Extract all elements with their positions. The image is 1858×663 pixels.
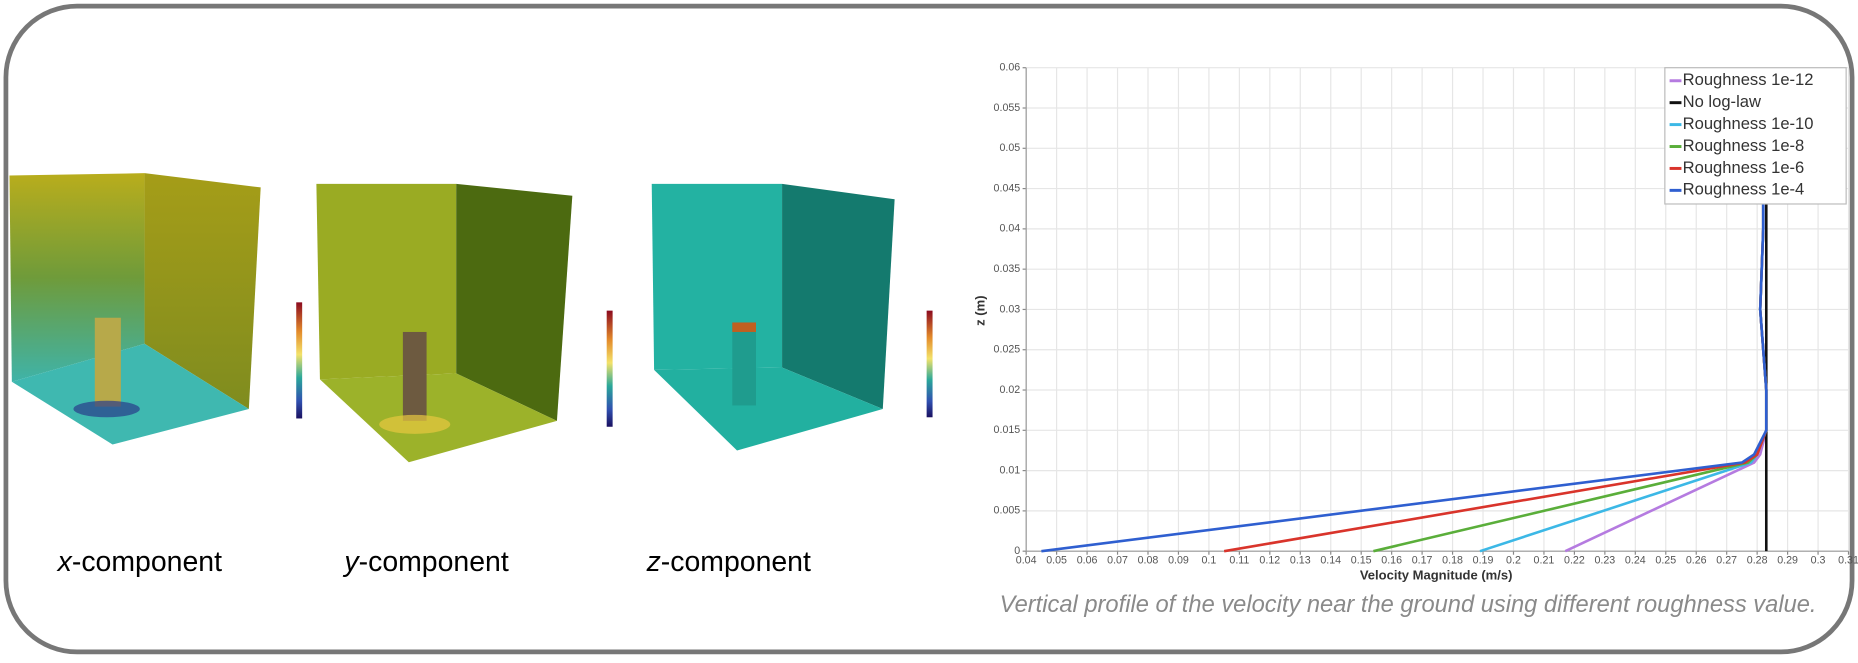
y-tick-label: 0.06: [999, 62, 1020, 74]
x-tick-label: 0.05: [1046, 554, 1067, 566]
x-tick-label: 0.22: [1564, 554, 1585, 566]
colorbar: [296, 302, 302, 418]
x-tick-label: 0.08: [1138, 554, 1159, 566]
y-tick-label: 0.055: [994, 102, 1021, 114]
x-tick-label: 0.15: [1351, 554, 1372, 566]
y-tick-label: 0.035: [994, 263, 1021, 275]
x-tick-label: 0.26: [1686, 554, 1707, 566]
panel-suffix: -component: [72, 546, 222, 578]
x-tick-label: 0.31: [1838, 554, 1858, 566]
x-tick-label: 0.19: [1473, 554, 1494, 566]
y-tick-label: 0.025: [994, 344, 1021, 356]
page: {"panels": [ {"var": "x", "suffix": "-co…: [0, 0, 1858, 663]
y-tick-label: 0.02: [999, 384, 1020, 396]
x-tick-label: 0.2: [1506, 554, 1521, 566]
slide: x-component y-component z-component Vert…: [0, 0, 1858, 658]
x-tick-label: 0.29: [1777, 554, 1798, 566]
x-tick-label: 0.3: [1811, 554, 1826, 566]
x-tick-label: 0.09: [1168, 554, 1189, 566]
x-tick-label: 0.24: [1625, 554, 1646, 566]
x-tick-label: 0.07: [1107, 554, 1128, 566]
x-tick-label: 0.04: [1016, 554, 1037, 566]
x-tick-label: 0.27: [1716, 554, 1737, 566]
x-tick-label: 0.14: [1320, 554, 1341, 566]
legend-label: No log-law: [1683, 92, 1762, 111]
panel-suffix: -component: [661, 546, 811, 578]
x-tick-label: 0.11: [1229, 554, 1249, 566]
y-tick-label: 0.01: [999, 464, 1020, 476]
legend-label: Roughness 1e-10: [1683, 114, 1814, 133]
colorbar: [927, 311, 933, 418]
panel-var: z: [646, 546, 661, 578]
x-tick-label: 0.28: [1747, 554, 1768, 566]
y-tick-label: 0.005: [994, 505, 1021, 517]
panel-suffix: -component: [359, 546, 509, 578]
panel-label: x-component: [56, 546, 222, 578]
panel-label: y-component: [342, 546, 508, 578]
legend-label: Roughness 1e-4: [1683, 180, 1805, 199]
x-tick-label: 0.23: [1594, 554, 1615, 566]
x-tick-label: 0.13: [1290, 554, 1311, 566]
legend-label: Roughness 1e-6: [1683, 158, 1805, 177]
x-axis-label: Velocity Magnitude (m/s): [1360, 567, 1513, 582]
legend-label: Roughness 1e-12: [1683, 70, 1814, 89]
y-tick-label: 0.04: [999, 223, 1020, 235]
y-tick-label: 0.045: [994, 182, 1021, 194]
x-tick-label: 0.06: [1077, 554, 1098, 566]
colorbar: [607, 311, 613, 427]
panel-label: z-component: [646, 546, 811, 578]
y-axis-label: z (m): [973, 295, 988, 325]
x-tick-label: 0.16: [1381, 554, 1402, 566]
legend-label: Roughness 1e-8: [1683, 136, 1805, 155]
y-tick-label: 0.03: [999, 303, 1020, 315]
x-tick-label: 0.18: [1442, 554, 1463, 566]
x-tick-label: 0.12: [1259, 554, 1280, 566]
y-tick-label: 0.015: [994, 424, 1021, 436]
y-tick-label: 0.05: [999, 142, 1020, 154]
x-tick-label: 0.25: [1655, 554, 1676, 566]
x-tick-label: 0.21: [1534, 554, 1555, 566]
x-tick-label: 0.17: [1412, 554, 1433, 566]
caption: Vertical profile of the velocity near th…: [1000, 592, 1817, 618]
x-tick-label: 0.1: [1201, 554, 1216, 566]
